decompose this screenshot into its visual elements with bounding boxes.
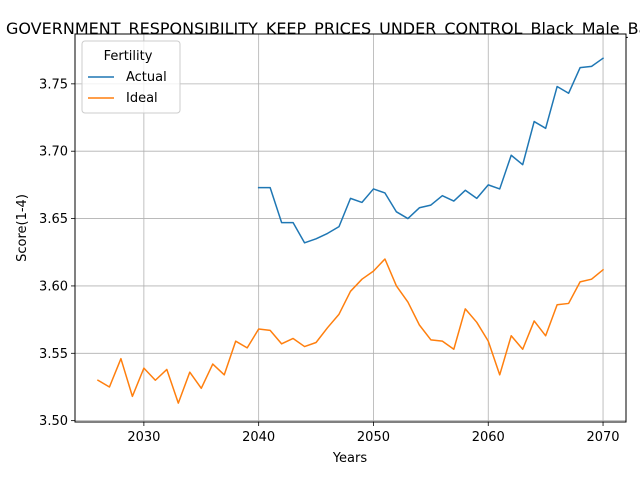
y-tick-label: 3.65 <box>39 212 68 227</box>
axis-ticks: 2030 2040 2050 2060 2070 3.50 3.55 3.60 3.65 3.70… <box>39 77 620 445</box>
y-axis-label: Score(1-4) <box>15 194 30 262</box>
y-tick-label: 3.75 <box>39 77 68 92</box>
y-tick-label: 3.60 <box>39 279 68 294</box>
x-axis-label: Years <box>332 451 368 466</box>
legend-label-ideal: Ideal <box>126 91 158 106</box>
x-tick-label: 2050 <box>357 430 390 445</box>
legend: Fertility Actual Ideal <box>81 40 181 114</box>
plot-frame <box>74 33 627 423</box>
x-tick-label: 2070 <box>586 430 619 445</box>
legend-label-actual: Actual <box>126 70 167 85</box>
series-lines <box>96 57 605 404</box>
series-line-ideal <box>96 258 605 404</box>
series-line-actual <box>257 57 605 244</box>
x-tick-label: 2030 <box>127 430 160 445</box>
legend-title: Fertility <box>104 49 153 64</box>
x-tick-label: 2040 <box>242 430 275 445</box>
grid-lines <box>75 34 626 422</box>
x-tick-label: 2060 <box>472 430 505 445</box>
y-tick-label: 3.50 <box>39 414 68 429</box>
legend-box <box>81 40 181 114</box>
y-tick-label: 3.70 <box>39 145 68 160</box>
y-tick-label: 3.55 <box>39 347 68 362</box>
